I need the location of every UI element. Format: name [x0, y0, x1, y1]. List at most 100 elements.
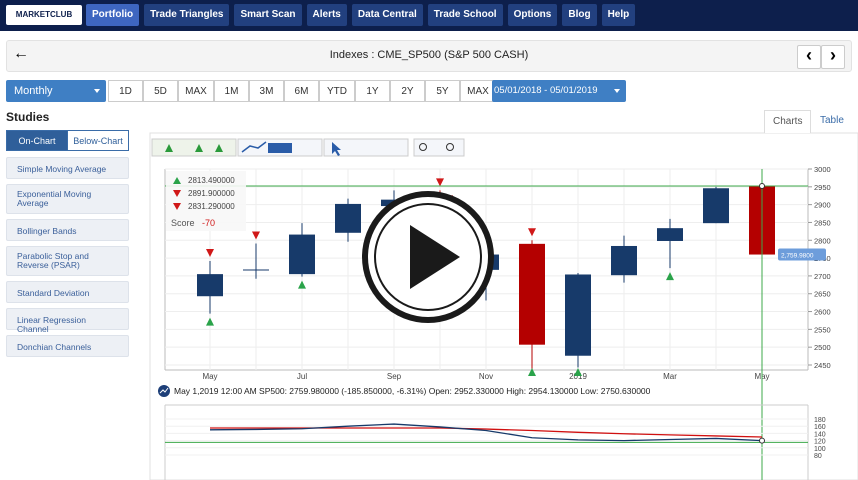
nav-item[interactable]: Trade School: [427, 4, 503, 26]
x-tick-label: 2019: [569, 372, 587, 381]
nav-item[interactable]: Trade Triangles: [144, 4, 230, 26]
buy-signal: [666, 272, 674, 281]
y-tick-label: 2550: [814, 325, 831, 334]
candle-body: [611, 245, 637, 276]
y-tick-label: 2450: [814, 361, 831, 370]
candle-body: [197, 274, 223, 297]
play-ring: [374, 203, 482, 311]
legend-sell: [173, 203, 181, 210]
range-button[interactable]: 1M: [214, 80, 249, 102]
range-button[interactable]: MAX: [178, 80, 214, 102]
nav-item[interactable]: Blog: [562, 4, 597, 26]
date-range-label: 05/01/2018 - 05/01/2019: [494, 85, 598, 96]
play-icon: [410, 225, 460, 289]
study-item[interactable]: Parabolic Stop and Reverse (PSAR): [6, 246, 129, 276]
studies-tab[interactable]: Below-Chart: [67, 130, 129, 151]
nav-items: Portfolio Trade Triangles Smart Scan Alerts…: [86, 4, 636, 26]
nav-item[interactable]: Data Central: [351, 4, 423, 26]
x-tick-label: Mar: [663, 372, 677, 381]
legend-sell: [173, 190, 181, 197]
nav-item[interactable]: Options: [507, 4, 558, 26]
buy-signal: [528, 368, 536, 376]
x-tick-label: Nov: [479, 372, 493, 381]
y-tick-label: 160: [814, 424, 826, 431]
range-button[interactable]: 5Y: [425, 80, 460, 102]
sell-signal: [436, 178, 444, 187]
y-tick-label: 140: [814, 431, 826, 438]
x-tick-label: Sep: [387, 372, 402, 381]
range-button[interactable]: 1Y: [355, 80, 390, 102]
legend-value: 2813.490000: [188, 176, 235, 185]
candle-body: [703, 188, 729, 224]
legend-value: 2891.900000: [188, 189, 235, 198]
legend-box: [166, 171, 246, 231]
candle-body: [289, 234, 315, 275]
y-tick-label: 2700: [814, 272, 831, 281]
info-line: May 1,2019 12:00 AM SP500: 2759.980000 (…: [174, 386, 651, 396]
crosshair-point: [759, 437, 765, 444]
buy-signal: [206, 317, 214, 326]
y-tick-label: 120: [814, 439, 826, 446]
back-button[interactable]: ←: [13, 45, 29, 62]
buy-signal: [574, 368, 582, 376]
nav-item[interactable]: Alerts: [306, 4, 347, 26]
sell-signal: [252, 231, 260, 240]
study-item[interactable]: Bollinger Bands: [6, 219, 129, 241]
candle-body: [565, 274, 591, 356]
study-item[interactable]: Donchian Channels: [6, 335, 129, 357]
view-tab[interactable]: Table: [820, 115, 844, 126]
crosshair-point: [759, 182, 765, 189]
range-button[interactable]: 6M: [284, 80, 319, 102]
y-tick-label: 2500: [814, 343, 831, 352]
header: ← Indexes : CME_SP500 (S&P 500 CASH) ‹ ›: [6, 40, 852, 72]
buy-signal: [298, 280, 306, 289]
last-price-tag: [778, 248, 826, 261]
study-item[interactable]: Exponential Moving Average: [6, 184, 129, 214]
y-tick-label: 80: [814, 453, 822, 460]
nav-item[interactable]: Portfolio: [86, 4, 140, 26]
range-button[interactable]: 5D: [143, 80, 178, 102]
range-button[interactable]: YTD: [319, 80, 355, 102]
y-tick-label: 2950: [814, 183, 831, 192]
y-tick-label: 100: [814, 446, 826, 453]
nav-bar: MARKETCLUB Portfolio Trade Triangles Smart…: [0, 0, 858, 31]
candle-body: [519, 243, 545, 345]
indicator-line: [210, 427, 763, 438]
last-price-label: 2,759.9800: [781, 253, 814, 260]
nav-item[interactable]: Smart Scan: [234, 4, 302, 26]
study-item[interactable]: Simple Moving Average: [6, 157, 129, 179]
y-tick-label: 2800: [814, 236, 831, 245]
candle-body: [335, 203, 361, 233]
studies-tab[interactable]: On-Chart: [6, 130, 68, 151]
study-item[interactable]: Linear Regression Channel: [6, 308, 129, 334]
period-label: Monthly: [14, 85, 53, 97]
candle-body: [243, 269, 269, 271]
logo[interactable]: MARKETCLUB: [6, 5, 82, 25]
candle-body: [657, 228, 683, 241]
y-tick-label: 180: [814, 417, 826, 424]
view-tab[interactable]: Charts: [764, 110, 812, 133]
y-tick-label: 2650: [814, 290, 831, 299]
score-value: -70: [202, 218, 215, 228]
page-title: Indexes : CME_SP500 (S&P 500 CASH): [329, 49, 529, 61]
x-tick-label: May: [202, 372, 217, 381]
next-button[interactable]: ›: [821, 45, 845, 69]
sell-signal: [206, 248, 214, 257]
date-range[interactable]: 05/01/2018 - 05/01/2019: [492, 80, 626, 102]
range-button[interactable]: 1D: [108, 80, 143, 102]
period-dropdown[interactable]: Monthly: [6, 80, 106, 102]
study-item[interactable]: Standard Deviation: [6, 281, 129, 303]
range-button[interactable]: MAX: [460, 80, 496, 102]
info-icon-line: [159, 387, 169, 394]
y-tick-label: 2850: [814, 218, 831, 227]
nav-item[interactable]: Help: [601, 4, 636, 26]
y-tick-label: 2900: [814, 201, 831, 210]
range-button[interactable]: 2Y: [390, 80, 425, 102]
sell-signal: [528, 228, 536, 237]
chart-frame: [149, 132, 858, 480]
range-group: 1D 5D MAX: [108, 80, 214, 102]
range-button[interactable]: 3M: [249, 80, 284, 102]
prev-button[interactable]: ‹: [797, 45, 821, 69]
